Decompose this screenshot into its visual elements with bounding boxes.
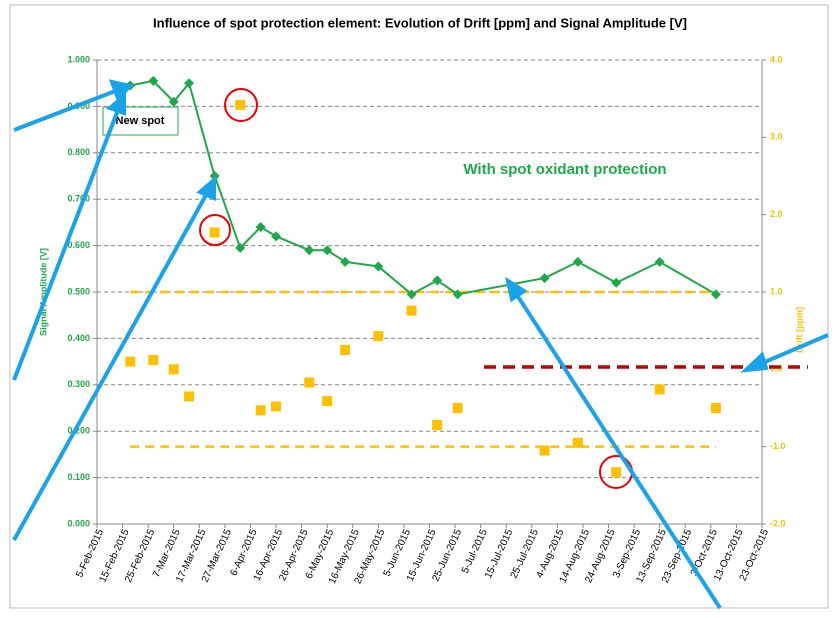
marker (432, 275, 443, 286)
y-tick-label: 0.000 (67, 518, 90, 528)
marker (322, 245, 333, 256)
marker (406, 289, 417, 300)
marker (539, 273, 550, 284)
marker (271, 231, 282, 242)
marker (255, 222, 266, 233)
marker (235, 99, 246, 110)
marker (340, 256, 351, 267)
marker (322, 396, 333, 407)
arrow-head (106, 91, 126, 116)
marker (148, 75, 159, 86)
marker (271, 401, 282, 412)
marker (654, 384, 665, 395)
marker (184, 391, 195, 402)
marker (125, 356, 136, 367)
marker (452, 289, 463, 300)
marker (611, 467, 622, 478)
y-tick-label: 0.200 (67, 426, 90, 436)
arrow-head (108, 79, 134, 102)
marker (340, 345, 351, 355)
marker (304, 245, 315, 256)
arrow (759, 333, 829, 366)
arrow-head (505, 276, 528, 303)
chart-title: Influence of spot protection element: Ev… (153, 15, 687, 30)
highlight-circle (199, 214, 231, 246)
arrow (12, 194, 208, 541)
marker (255, 405, 266, 416)
arrow (515, 293, 722, 610)
marker (373, 261, 384, 272)
y-tick-label: 0.700 (67, 194, 90, 204)
y2-tick-label: 2.0 (770, 209, 783, 219)
y-tick-label: 0.500 (67, 286, 90, 296)
marker (235, 242, 246, 253)
marker (539, 445, 550, 456)
y-tick-label: 0.300 (67, 379, 90, 389)
arrow (13, 88, 119, 132)
arrows (12, 79, 829, 610)
marker (209, 171, 220, 181)
y2-tick-label: -1.0 (770, 441, 786, 451)
marker (209, 227, 220, 238)
marker (373, 331, 384, 342)
marker (654, 256, 665, 267)
y-tick-label: 1.000 (67, 54, 90, 64)
marker (572, 256, 583, 267)
marker (432, 420, 443, 431)
chart-frame (9, 4, 829, 609)
y2-tick-label: 4.0 (770, 54, 783, 64)
arrow (12, 109, 120, 381)
y-tick-label: 0.400 (67, 333, 90, 343)
y2-tick-label: 3.0 (770, 132, 783, 142)
y-tick-label: 0.800 (67, 147, 90, 157)
marker (148, 355, 159, 366)
arrow-head (196, 175, 216, 202)
y2-tick-label: 1.0 (770, 286, 783, 296)
marker (304, 377, 315, 388)
marker (710, 403, 721, 413)
marker (572, 437, 583, 448)
arrow-head (740, 351, 769, 373)
marker (168, 364, 179, 375)
y-tick-label: 0.100 (67, 472, 90, 482)
marker (710, 289, 721, 300)
marker (168, 96, 179, 107)
y2-tick-label: -2.0 (770, 518, 786, 528)
y-tick-label: 0.600 (67, 240, 90, 250)
marker (611, 277, 622, 288)
marker (452, 403, 463, 413)
highlight-circle (224, 88, 258, 122)
y-axis-title: Signal Amplitude [V] (38, 248, 48, 336)
y2-axis-title: Drift [ppm] (794, 307, 804, 353)
marker (406, 305, 417, 316)
marker (184, 78, 195, 89)
annotation: With spot oxidant protection (463, 161, 666, 178)
series-line (130, 79, 717, 296)
annotation: New spot (116, 115, 165, 127)
